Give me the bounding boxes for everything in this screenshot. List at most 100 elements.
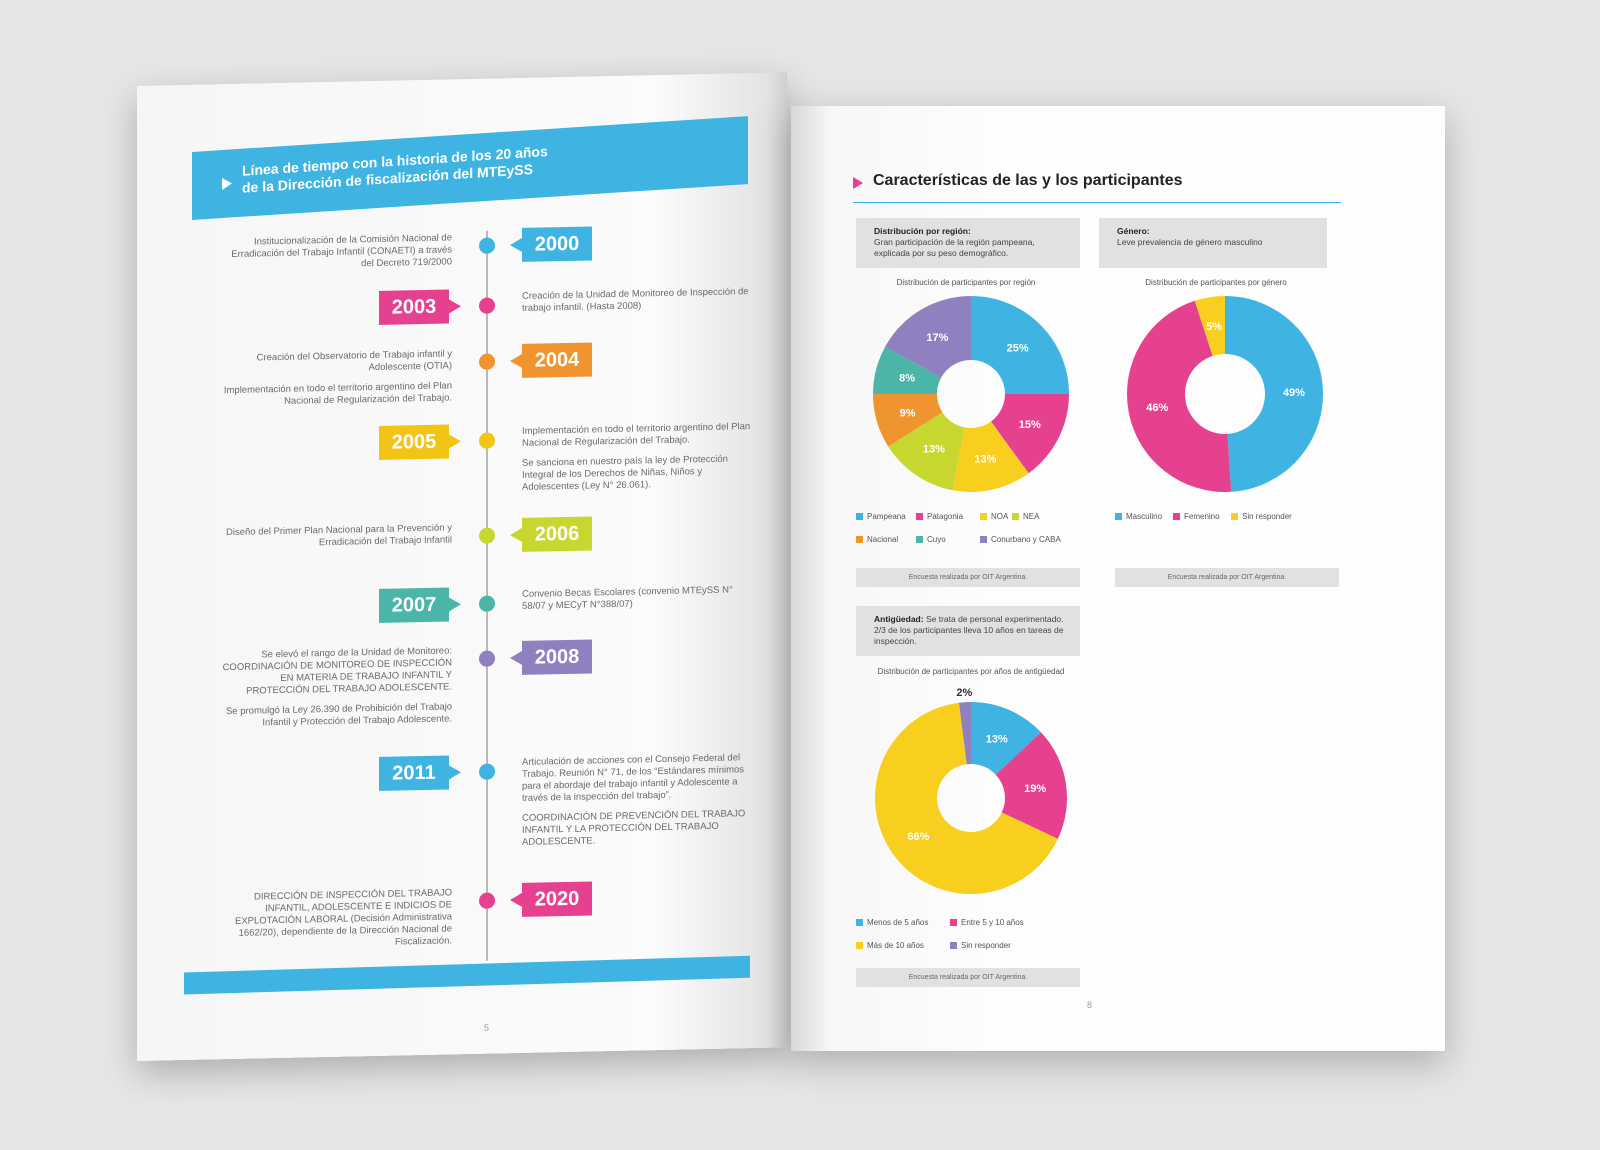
slice-label: 5% (1206, 321, 1222, 333)
timeline-event-text: Creación del Observatorio de Trabajo inf… (256, 348, 452, 374)
title-banner: Línea de tiempo con la historia de los 2… (192, 116, 748, 220)
legend-label: Cuyo (927, 535, 946, 544)
chart-title-gender: Distribución de participantes por género (1145, 278, 1287, 287)
timeline-event: Convenio Becas Escolares (convenio MTEyS… (522, 584, 757, 621)
legend-label: Pampeana (867, 512, 906, 521)
legend-swatch (950, 919, 957, 927)
slice-noa (952, 421, 1029, 492)
page-number-right: 8 (1087, 1000, 1093, 1010)
legend-swatch (916, 513, 923, 521)
slice-label: 13% (986, 733, 1008, 745)
source-note-region: Encuesta realizada por OIT Argentina. (856, 568, 1080, 587)
slice-label: 46% (1146, 402, 1168, 414)
legend-swatch (856, 942, 863, 950)
legend-label: Sin responder (1242, 512, 1292, 521)
timeline-event: Institucionalización de la Comisión Naci… (217, 232, 452, 281)
gender-legend: Masculino Femenino Sin responder (1115, 512, 1345, 532)
legend-item: Femenino (1173, 512, 1220, 521)
title-underline (853, 202, 1341, 203)
timeline-year-2020: 2020 (522, 881, 592, 917)
legend-swatch (1115, 513, 1122, 521)
legend-item: Sin responder (950, 941, 1011, 950)
legend-swatch (980, 536, 987, 544)
source-note-gender: Encuesta realizada por OIT Argentina. (1115, 568, 1339, 587)
page-number-left: 5 (484, 1022, 490, 1033)
timeline-event-text: Institucionalización de la Comisión Naci… (231, 232, 452, 270)
timeline-event-text: Implementación en todo el territorio arg… (522, 421, 751, 449)
timeline-dot (479, 527, 495, 544)
slice-label: 15% (1019, 419, 1041, 431)
seniority-header-box: Antigüedad: Se trata de personal experim… (856, 606, 1080, 656)
slice-label: 49% (1283, 387, 1305, 399)
legend-label: Patagonia (927, 512, 964, 521)
slice-femenino (1127, 300, 1232, 492)
seniority-legend: Menos de 5 años Entre 5 y 10 años Más de 1… (856, 918, 1086, 958)
legend-item: Masculino (1115, 512, 1162, 521)
slice-label: 2% (956, 687, 972, 699)
legend-label: Menos de 5 años (867, 918, 929, 927)
seniority-header-bold: Antigüedad: (874, 614, 924, 624)
timeline-dot (479, 892, 495, 909)
page-title: Características de las y los participant… (873, 172, 1183, 189)
slice-label: 13% (974, 453, 996, 465)
slice-conurbano-y-caba (885, 296, 971, 378)
timeline-event-text: Convenio Becas Escolares (convenio MTEyS… (522, 584, 733, 612)
legend-label: Más de 10 años (867, 941, 924, 950)
timeline-event: Implementación en todo el territorio arg… (522, 421, 757, 502)
timeline-event-text: Articulación de acciones con el Consejo … (522, 752, 745, 804)
timeline-event-text: Se sanciona en nuestro país la ley de Pr… (522, 453, 728, 493)
timeline: 2000 Institucionalización de la Comisión … (137, 72, 787, 948)
gender-header-bold: Género: (1117, 226, 1150, 236)
timeline-event-text: Diseño del Primer Plan Nacional para la … (225, 522, 452, 549)
timeline-event: Creación del Observatorio de Trabajo inf… (217, 348, 452, 417)
play-arrow-icon (222, 177, 232, 191)
legend-swatch (1173, 513, 1180, 521)
slice-label: 13% (923, 444, 945, 456)
legend-item: Pampeana (856, 512, 906, 521)
timeline-dot (479, 595, 495, 612)
slice-sin-responder (958, 702, 971, 765)
timeline-year-2004: 2004 (522, 342, 592, 378)
legend-swatch (980, 513, 987, 521)
slice-label: 17% (926, 332, 948, 344)
source-note-seniority: Encuesta realizada por OIT Argentina. (856, 968, 1080, 987)
gender-header-text: Leve prevalencia de género masculino (1117, 237, 1263, 247)
legend-label: Nacional (867, 535, 899, 544)
timeline-year-2011: 2011 (379, 755, 449, 791)
legend-item: Entre 5 y 10 años (950, 918, 1024, 927)
legend-item: Menos de 5 años (856, 918, 928, 927)
timeline-dot (479, 237, 495, 254)
slice-nacional (873, 394, 943, 447)
timeline-year-2003: 2003 (379, 289, 449, 325)
legend-item: Conurbano y CABA (980, 535, 1061, 544)
timeline-year-2008: 2008 (522, 639, 592, 675)
legend-swatch (1231, 513, 1238, 521)
timeline-event: Articulación de acciones con el Consejo … (522, 752, 757, 857)
slice-cuyo (873, 346, 942, 394)
timeline-event: Diseño del Primer Plan Nacional para la … (217, 522, 452, 559)
slice-label: 8% (899, 373, 915, 385)
timeline-event-text: Se elevó el rango de la Unidad de Monito… (222, 645, 452, 697)
legend-swatch (856, 513, 863, 521)
timeline-event: Se elevó el rango de la Unidad de Monito… (217, 645, 452, 738)
legend-label: Femenino (1184, 512, 1220, 521)
legend-swatch (916, 536, 923, 544)
seniority-donut-chart: 13% 19% 66% 2% (875, 687, 1067, 894)
legend-item: Patagonia (916, 512, 963, 521)
region-header-bold: Distribución por región: (874, 226, 971, 236)
timeline-dot (479, 650, 495, 667)
slice-más-de-10-años (875, 702, 1058, 894)
chart-title-seniority: Distribución de participantes por años d… (877, 667, 1065, 676)
legend-item: NEA (1012, 512, 1039, 521)
seniority-header-text: Se trata de personal experimentado. 2/3 … (874, 614, 1064, 646)
region-header-box: Distribución por región: Gran participac… (856, 218, 1080, 268)
legend-swatch (856, 919, 863, 927)
slice-label: 25% (1007, 342, 1029, 354)
legend-label: Sin responder (961, 941, 1011, 950)
timeline-dot (479, 763, 495, 780)
legend-swatch (856, 536, 863, 544)
timeline-dot (479, 353, 495, 370)
region-donut-chart: 25% 15% 13% 13% 9% 8% 17% (873, 296, 1069, 492)
timeline-year-2000: 2000 (522, 226, 592, 262)
slice-nea (888, 412, 965, 491)
